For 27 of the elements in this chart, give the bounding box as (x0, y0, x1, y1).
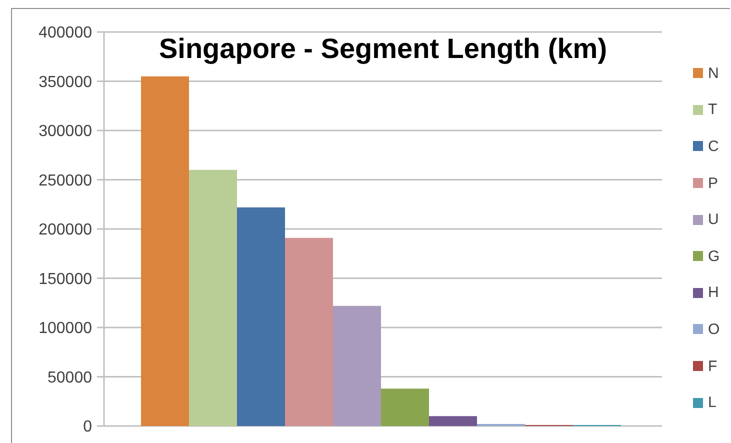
y-tick-label: 400000 (38, 24, 92, 42)
bar (285, 238, 333, 426)
y-tick-label: 200000 (38, 222, 92, 239)
bar (381, 388, 429, 426)
y-tick-label: 350000 (38, 74, 92, 91)
chart-title: Singapore - Segment Length (km) (158, 32, 608, 66)
legend-label: U (708, 211, 719, 228)
y-tick-label: 0 (83, 418, 92, 436)
legend-label: O (708, 320, 720, 338)
y-tick-label: 100000 (38, 320, 92, 338)
bar (429, 416, 477, 426)
legend-label: C (708, 138, 719, 155)
bar (141, 76, 189, 426)
legend-label: N (708, 64, 719, 82)
legend-label: P (708, 174, 718, 192)
y-tick-label: 50000 (48, 369, 92, 386)
bar (237, 207, 285, 426)
legend-label: L (708, 394, 716, 412)
y-tick-label: 150000 (38, 270, 92, 288)
legend-label: G (708, 248, 720, 265)
legend-label: T (708, 101, 718, 118)
bar (189, 170, 237, 426)
legend-label: F (708, 358, 718, 375)
bar (333, 306, 381, 426)
y-tick-label: 300000 (38, 123, 92, 140)
legend-label: H (708, 284, 719, 302)
y-tick-label: 250000 (38, 172, 92, 190)
